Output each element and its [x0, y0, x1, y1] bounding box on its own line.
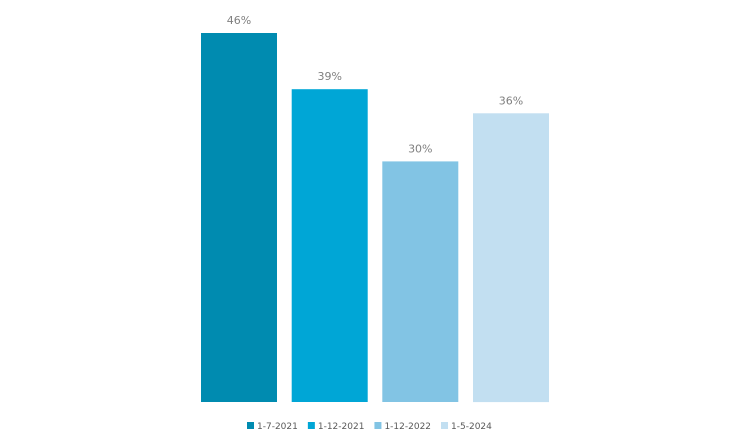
legend-swatch: [307, 422, 315, 429]
legend-item-1-7-2021: 1-7-2021: [247, 422, 298, 432]
legend-item-1-12-2022: 1-12-2022: [374, 422, 431, 432]
legend-label: 1-5-2024: [451, 422, 492, 432]
legend-label: 1-7-2021: [257, 422, 298, 432]
legend-item-1-5-2024: 1-5-2024: [441, 422, 492, 432]
data-label-1-7-2021: 46%: [227, 14, 251, 27]
legend-label: 1-12-2021: [318, 422, 365, 432]
bar-1-12-2022: [382, 161, 459, 402]
legend-item-1-12-2021: 1-12-2021: [307, 422, 365, 432]
legend-swatch: [441, 422, 449, 429]
data-labels: 46% 39% 30% 36%: [227, 14, 523, 155]
data-label-1-5-2024: 36%: [499, 94, 523, 107]
legend-swatch: [247, 422, 254, 429]
bar-1-7-2021: [201, 33, 277, 402]
data-label-1-12-2021: 39%: [317, 70, 341, 83]
bar-1-12-2021: [291, 89, 368, 402]
bar-series: [201, 33, 549, 403]
bar-1-5-2024: [473, 113, 549, 403]
data-label-1-12-2022: 30%: [408, 142, 432, 155]
legend-label: 1-12-2022: [384, 422, 431, 432]
legend: 1-7-2021 1-12-2021 1-12-2022 1-5-2024: [247, 422, 492, 432]
legend-swatch: [374, 422, 382, 429]
